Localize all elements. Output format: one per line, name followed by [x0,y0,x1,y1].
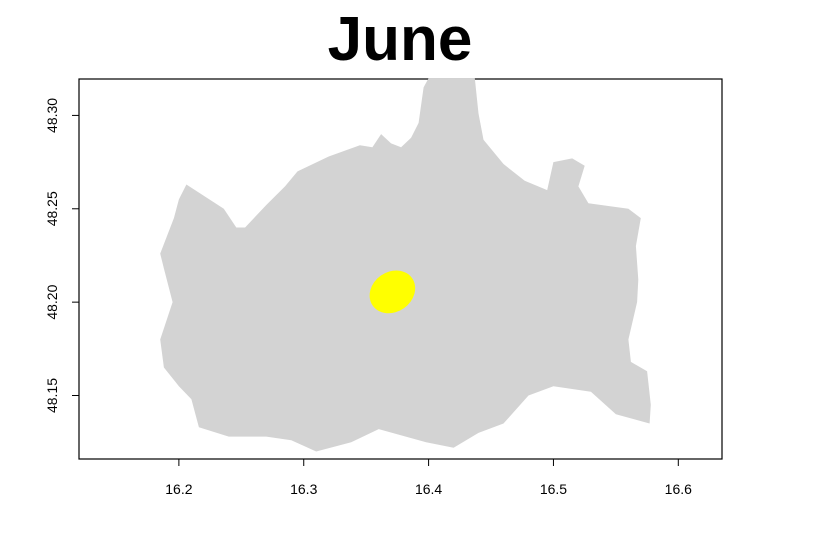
x-tick-label: 16.6 [665,481,692,497]
highlight-area [369,270,416,314]
chart-title: June [327,5,473,74]
region-layer [160,78,651,452]
x-tick-label: 16.3 [290,481,317,497]
y-tick-label: 48.15 [44,378,60,413]
y-tick-label: 48.25 [44,191,60,226]
x-axis: 16.2 16.3 16.4 16.5 16.6 [165,459,692,497]
y-tick-label: 48.30 [44,98,60,133]
y-tick-label: 48.20 [44,284,60,319]
x-tick-label: 16.5 [540,481,567,497]
plot-frame [78,78,723,460]
x-tick-label: 16.4 [415,481,442,497]
city-region [160,78,651,452]
x-tick-label: 16.2 [165,481,192,497]
y-axis: 48.15 48.20 48.25 48.30 [44,98,79,413]
